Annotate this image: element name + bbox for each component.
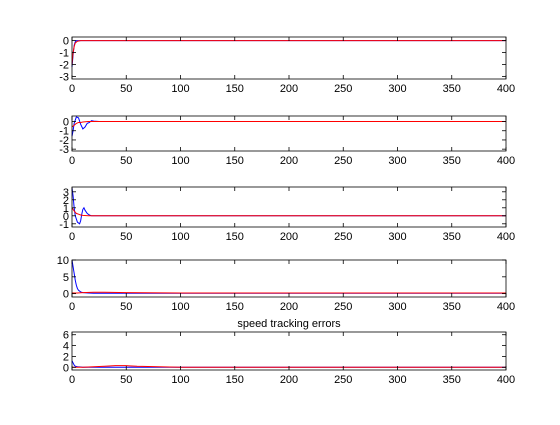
x-tick-label: 200	[280, 83, 298, 95]
x-tick-label: 50	[120, 374, 132, 386]
x-tick-label: 300	[388, 83, 406, 95]
x-tick-label: 100	[171, 374, 189, 386]
series-line-1	[71, 187, 506, 225]
series-line-2	[71, 40, 506, 65]
y-tick-label: 2	[63, 195, 69, 207]
y-tick-label: -2	[59, 135, 69, 147]
x-tick-label: 150	[226, 155, 244, 167]
y-tick-label: 6	[63, 330, 69, 342]
subplot-1: 0 50 100 150 200 250 300 350 400-3-2-10	[59, 36, 515, 95]
axes-box	[71, 331, 507, 371]
series-line-2	[71, 207, 506, 217]
axes-box	[71, 259, 507, 298]
x-tick-label: 100	[171, 231, 189, 243]
axes-box	[71, 186, 507, 228]
series-line-2	[72, 291, 506, 294]
y-tick-label: 10	[57, 255, 69, 267]
y-tick-label: 0	[63, 362, 69, 374]
x-tick-label: 0	[69, 374, 75, 386]
y-tick-label: 4	[63, 341, 69, 353]
x-tick-label: 350	[443, 155, 461, 167]
x-tick-label: 400	[497, 374, 515, 386]
series-line-1	[71, 259, 506, 294]
y-tick-label: -3	[59, 72, 69, 84]
x-tick-label: 0	[69, 301, 75, 313]
x-tick-label: 0	[69, 155, 75, 167]
y-tick-label: -1	[59, 219, 69, 231]
y-tick-label: 0	[63, 117, 69, 129]
x-tick-label: 150	[226, 374, 244, 386]
x-tick-label: 50	[120, 83, 132, 95]
x-tick-label: 300	[388, 231, 406, 243]
x-tick-label: 200	[280, 374, 298, 386]
x-tick-label: 200	[280, 301, 298, 313]
x-tick-label: 100	[171, 301, 189, 313]
x-tick-label: 150	[226, 83, 244, 95]
axes-box	[71, 36, 507, 80]
y-tick-label: 3	[63, 187, 69, 199]
x-tick-label: 400	[497, 301, 515, 313]
series-line-2	[71, 121, 506, 128]
x-tick-label: 400	[497, 155, 515, 167]
y-tick-label: 0	[63, 289, 69, 301]
y-tick-label: 0	[63, 36, 69, 48]
x-tick-label: 300	[388, 374, 406, 386]
y-tick-label: -2	[59, 60, 69, 72]
y-tick-label: 2	[63, 351, 69, 363]
x-tick-label: 150	[226, 231, 244, 243]
y-tick-label: 0	[63, 211, 69, 223]
x-tick-label: 300	[388, 155, 406, 167]
x-tick-label: 400	[497, 83, 515, 95]
y-tick-label: -3	[59, 144, 69, 156]
subplot-2: 0 50 100 150 200 250 300 350 400-3-2-10	[59, 115, 515, 167]
x-tick-label: 250	[334, 301, 352, 313]
x-tick-label: 350	[443, 83, 461, 95]
x-tick-label: 300	[388, 301, 406, 313]
series-line-1	[71, 40, 506, 68]
x-tick-label: 100	[171, 83, 189, 95]
x-tick-label: 400	[497, 231, 515, 243]
y-tick-label: -1	[59, 126, 69, 138]
x-tick-label: 250	[334, 231, 352, 243]
x-tick-label: 250	[334, 374, 352, 386]
x-tick-label: 150	[226, 301, 244, 313]
x-tick-label: 0	[69, 231, 75, 243]
x-tick-label: 200	[280, 155, 298, 167]
y-tick-label: 1	[63, 203, 69, 215]
subplot-4: 0 50 100 150 200 250 300 350 400 0 5 10	[57, 255, 515, 313]
x-tick-label: 200	[280, 231, 298, 243]
x-tick-label: 250	[334, 155, 352, 167]
x-tick-label: 0	[69, 83, 75, 95]
x-tick-label: 50	[120, 301, 132, 313]
x-tick-label: 350	[443, 231, 461, 243]
x-tick-label: 350	[443, 374, 461, 386]
x-tick-label: 350	[443, 301, 461, 313]
y-tick-label: -1	[59, 48, 69, 60]
x-tick-label: 50	[120, 231, 132, 243]
x-tick-label: 50	[120, 155, 132, 167]
chart-title: speed tracking errors	[237, 318, 341, 330]
x-tick-label: 100	[171, 155, 189, 167]
x-tick-label: 250	[334, 83, 352, 95]
y-tick-label: 5	[63, 272, 69, 284]
